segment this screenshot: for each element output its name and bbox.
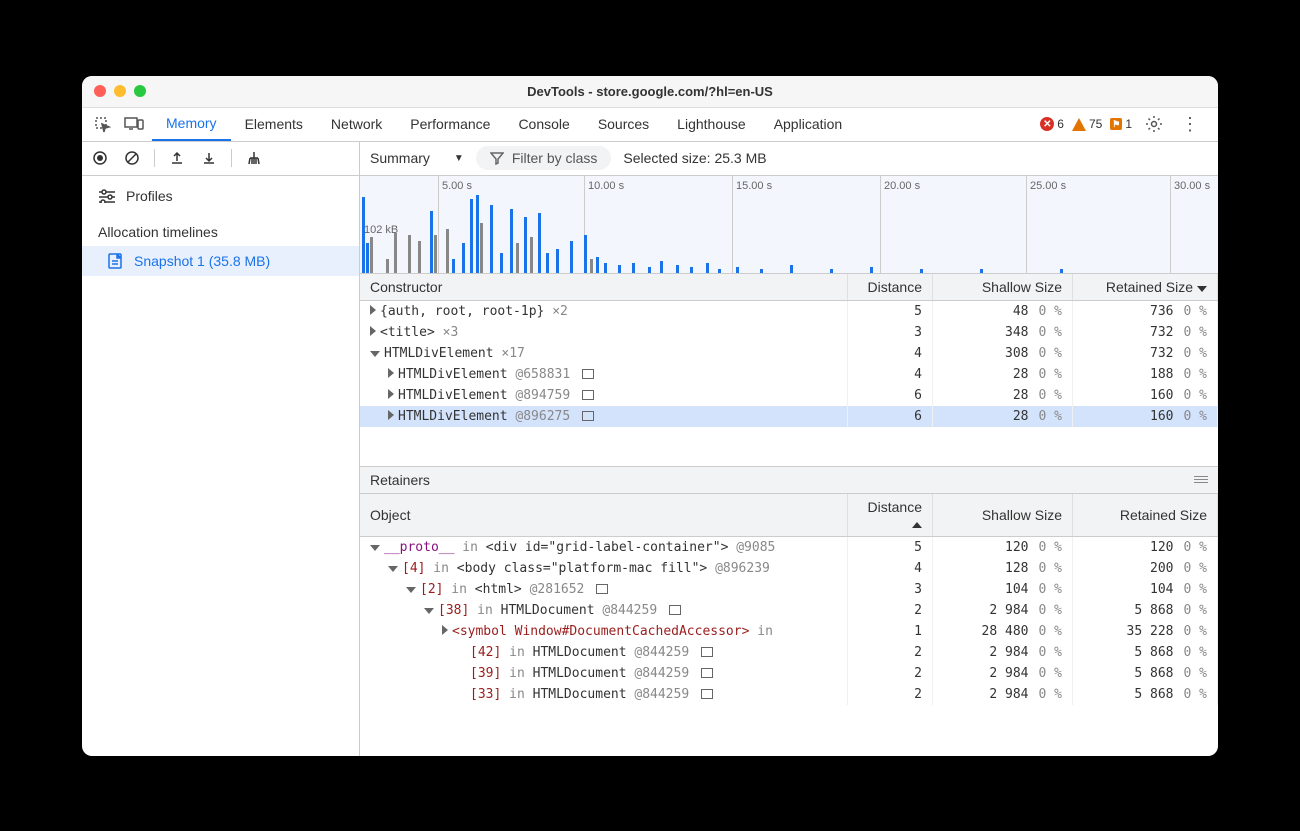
traffic-lights — [94, 85, 146, 97]
selected-size: Selected size: 25.3 MB — [623, 150, 766, 166]
filter-icon — [490, 151, 504, 165]
table-row[interactable]: [33] in HTMLDocument @844259 22 9840 %5 … — [360, 684, 1218, 705]
inspect-icon[interactable] — [88, 108, 116, 140]
table-row[interactable]: HTMLDivElement @658831 4280 %1880 % — [360, 364, 1218, 385]
sidebar-toolbar — [82, 142, 359, 176]
more-icon[interactable]: ⋮ — [1176, 114, 1204, 135]
main-tabs: MemoryElementsNetworkPerformanceConsoleS… — [82, 108, 1218, 142]
content-toolbar: Summary ▼ Filter by class Selected size:… — [360, 142, 1218, 176]
table-row[interactable]: __proto__ in <div id="grid-label-contain… — [360, 536, 1218, 558]
warning-badge[interactable]: 75 — [1072, 117, 1102, 131]
header-object[interactable]: Object — [360, 494, 848, 537]
tab-console[interactable]: Console — [504, 107, 583, 141]
device-icon[interactable] — [120, 108, 148, 140]
clear-icon[interactable] — [122, 148, 142, 168]
window-title: DevTools - store.google.com/?hl=en-US — [527, 84, 773, 99]
table-row[interactable]: HTMLDivElement @896275 6280 %1600 % — [360, 406, 1218, 427]
devtools-window: DevTools - store.google.com/?hl=en-US Me… — [82, 76, 1218, 756]
header-shallow2[interactable]: Shallow Size — [933, 494, 1073, 537]
tab-sources[interactable]: Sources — [584, 107, 663, 141]
tab-application[interactable]: Application — [760, 107, 857, 141]
titlebar: DevTools - store.google.com/?hl=en-US — [82, 76, 1218, 108]
upload-icon[interactable] — [167, 148, 187, 168]
download-icon[interactable] — [199, 148, 219, 168]
table-row[interactable]: HTMLDivElement @894759 6280 %1600 % — [360, 385, 1218, 406]
table-row[interactable]: <title> ×333480 %7320 % — [360, 322, 1218, 343]
retainers-header: Retainers — [360, 466, 1218, 494]
table-row[interactable]: [39] in HTMLDocument @844259 22 9840 %5 … — [360, 663, 1218, 684]
tab-elements[interactable]: Elements — [231, 107, 317, 141]
summary-dropdown[interactable]: Summary ▼ — [370, 150, 464, 166]
record-icon[interactable] — [90, 148, 110, 168]
tab-lighthouse[interactable]: Lighthouse — [663, 107, 760, 141]
header-distance[interactable]: Distance — [848, 274, 933, 301]
sliders-icon — [98, 189, 116, 203]
table-row[interactable]: HTMLDivElement ×1743080 %7320 % — [360, 343, 1218, 364]
tab-performance[interactable]: Performance — [396, 107, 504, 141]
content-area: Summary ▼ Filter by class Selected size:… — [360, 142, 1218, 756]
minimize-button[interactable] — [114, 85, 126, 97]
maximize-button[interactable] — [134, 85, 146, 97]
close-button[interactable] — [94, 85, 106, 97]
broom-icon[interactable] — [244, 148, 264, 168]
profiles-header: Profiles — [82, 176, 359, 210]
settings-icon[interactable] — [1140, 115, 1168, 133]
retainers-table[interactable]: Object Distance Shallow Size Retained Si… — [360, 494, 1218, 756]
allocation-timelines-header: Allocation timelines — [82, 210, 359, 246]
snapshot-item[interactable]: Snapshot 1 (35.8 MB) — [82, 246, 359, 276]
table-row[interactable]: [4] in <body class="platform-mac fill"> … — [360, 558, 1218, 579]
tab-network[interactable]: Network — [317, 107, 396, 141]
menu-icon[interactable] — [1194, 476, 1208, 483]
sidebar: Profiles Allocation timelines Snapshot 1… — [82, 142, 360, 756]
header-retained2[interactable]: Retained Size — [1073, 494, 1218, 537]
filter-input[interactable]: Filter by class — [476, 146, 612, 170]
tabs-right: ✕6 75 ⚑1 ⋮ — [1040, 114, 1212, 135]
table-row[interactable]: {auth, root, root-1p} ×25480 %7360 % — [360, 300, 1218, 322]
header-shallow[interactable]: Shallow Size — [933, 274, 1073, 301]
tab-memory[interactable]: Memory — [152, 107, 231, 141]
header-retained[interactable]: Retained Size — [1073, 274, 1218, 301]
error-badge[interactable]: ✕6 — [1040, 117, 1064, 131]
header-constructor[interactable]: Constructor — [360, 274, 848, 301]
table-row[interactable]: [42] in HTMLDocument @844259 22 9840 %5 … — [360, 642, 1218, 663]
table-row[interactable]: [2] in <html> @281652 31040 %1040 % — [360, 579, 1218, 600]
flag-badge[interactable]: ⚑1 — [1110, 117, 1132, 131]
constructor-table[interactable]: Constructor Distance Shallow Size Retain… — [360, 274, 1218, 466]
table-row[interactable]: <symbol Window#DocumentCachedAccessor> i… — [360, 621, 1218, 642]
timeline-chart[interactable]: 5.00 s10.00 s15.00 s20.00 s25.00 s30.00 … — [360, 176, 1218, 274]
main-area: Profiles Allocation timelines Snapshot 1… — [82, 142, 1218, 756]
header-distance2[interactable]: Distance — [848, 494, 933, 537]
snapshot-icon — [106, 252, 124, 270]
table-row[interactable]: [38] in HTMLDocument @844259 22 9840 %5 … — [360, 600, 1218, 621]
